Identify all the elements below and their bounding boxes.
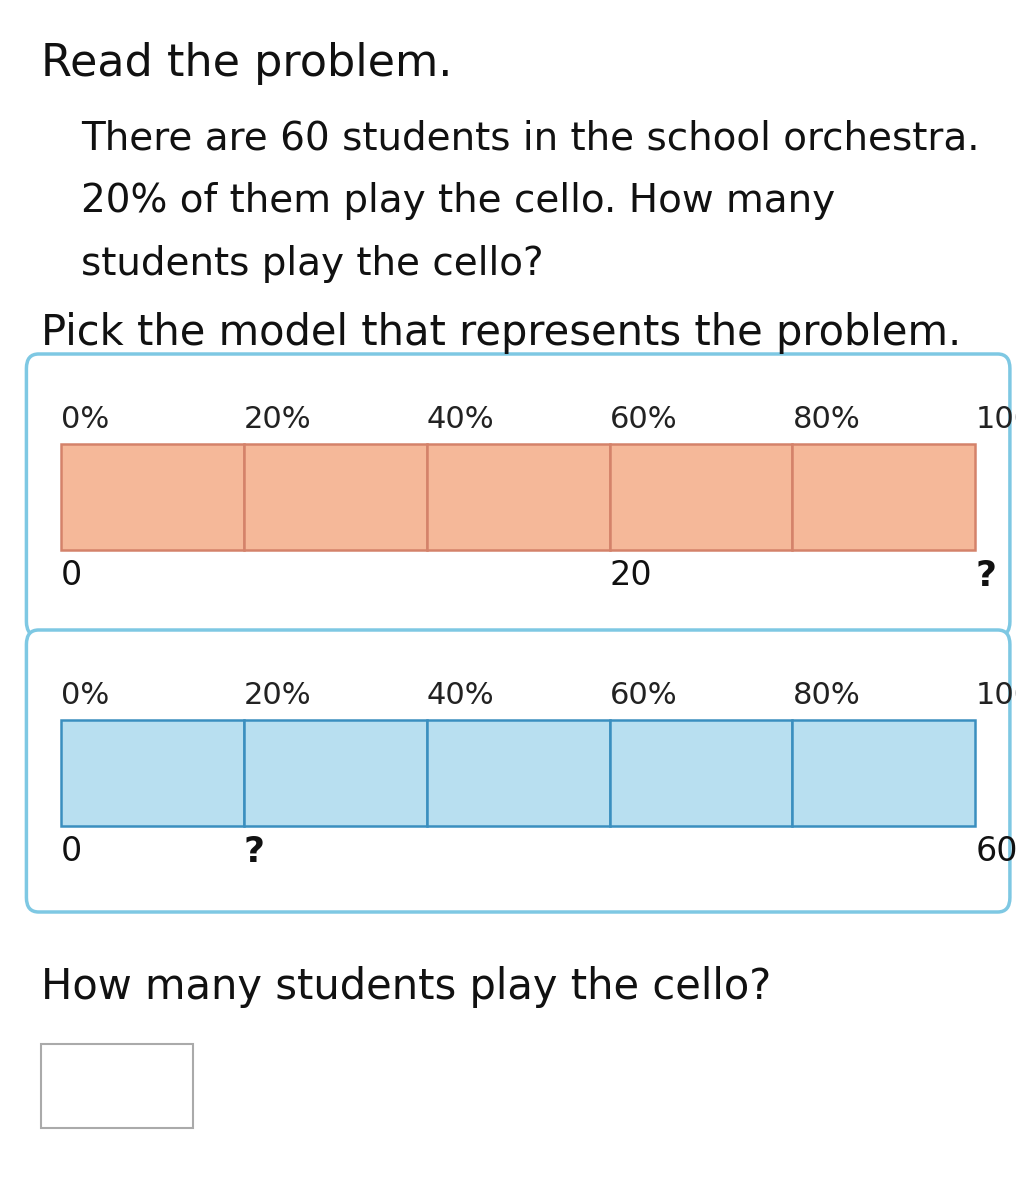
Text: 60%: 60% [610, 682, 678, 710]
Bar [792, 720, 975, 826]
Text: 0: 0 [61, 835, 82, 869]
Text: 40%: 40% [427, 682, 495, 710]
Text: 100%: 100% [975, 682, 1016, 710]
Bar [244, 720, 427, 826]
FancyBboxPatch shape [41, 1044, 193, 1128]
Text: 0%: 0% [61, 406, 109, 434]
Text: 60: 60 [975, 835, 1016, 869]
Text: 0%: 0% [61, 682, 109, 710]
Bar [61, 720, 244, 826]
Text: Pick the model that represents the problem.: Pick the model that represents the probl… [41, 312, 961, 354]
Text: 100%: 100% [975, 406, 1016, 434]
Bar [244, 444, 427, 550]
Text: ?: ? [975, 559, 997, 593]
FancyBboxPatch shape [26, 630, 1010, 912]
Bar [427, 720, 610, 826]
Text: 60%: 60% [610, 406, 678, 434]
Text: 20: 20 [610, 559, 652, 592]
Text: students play the cello?: students play the cello? [81, 245, 544, 283]
Bar [610, 444, 792, 550]
Bar [61, 444, 244, 550]
Bar [610, 720, 792, 826]
Text: How many students play the cello?: How many students play the cello? [41, 966, 771, 1008]
Text: Read the problem.: Read the problem. [41, 42, 452, 85]
Text: 20%: 20% [244, 406, 312, 434]
Text: 0: 0 [61, 559, 82, 592]
FancyBboxPatch shape [26, 354, 1010, 636]
Text: 20% of them play the cello. How many: 20% of them play the cello. How many [81, 182, 835, 221]
Text: 80%: 80% [792, 406, 861, 434]
Text: 40%: 40% [427, 406, 495, 434]
Text: 20%: 20% [244, 682, 312, 710]
Bar [792, 444, 975, 550]
Text: 80%: 80% [792, 682, 861, 710]
Bar [427, 444, 610, 550]
Text: There are 60 students in the school orchestra.: There are 60 students in the school orch… [81, 120, 979, 158]
Text: ?: ? [244, 835, 265, 869]
